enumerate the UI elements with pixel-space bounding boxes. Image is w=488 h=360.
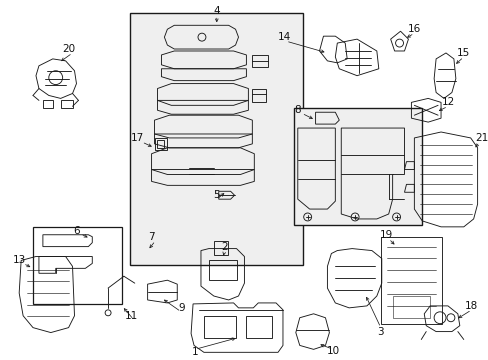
Text: 9: 9 bbox=[178, 303, 184, 313]
Bar bbox=[392, 296, 429, 318]
Text: 15: 15 bbox=[456, 48, 469, 58]
Bar bbox=[157, 140, 164, 148]
Text: 13: 13 bbox=[13, 256, 26, 265]
Text: 5: 5 bbox=[213, 190, 220, 200]
Bar bbox=[246, 316, 271, 338]
Text: 1: 1 bbox=[191, 347, 198, 357]
Bar bbox=[129, 13, 302, 265]
Text: 12: 12 bbox=[441, 97, 454, 107]
Text: 18: 18 bbox=[464, 301, 477, 311]
Bar bbox=[213, 241, 227, 255]
Text: 3: 3 bbox=[377, 327, 383, 337]
Text: 4: 4 bbox=[213, 6, 220, 17]
Text: 2: 2 bbox=[221, 242, 227, 252]
Text: 14: 14 bbox=[277, 32, 290, 42]
Text: 19: 19 bbox=[379, 230, 392, 240]
Bar bbox=[380, 237, 441, 324]
Bar bbox=[203, 316, 235, 338]
Text: 8: 8 bbox=[294, 105, 301, 115]
Bar bbox=[293, 108, 422, 225]
Text: 21: 21 bbox=[474, 133, 487, 143]
Text: 10: 10 bbox=[326, 346, 339, 356]
Text: 17: 17 bbox=[131, 133, 144, 143]
Text: 6: 6 bbox=[73, 226, 80, 236]
Text: 11: 11 bbox=[125, 311, 138, 321]
Text: 20: 20 bbox=[62, 44, 75, 54]
Bar bbox=[208, 260, 236, 280]
Text: 7: 7 bbox=[148, 232, 155, 242]
Text: 16: 16 bbox=[407, 24, 420, 34]
Bar bbox=[33, 227, 122, 304]
